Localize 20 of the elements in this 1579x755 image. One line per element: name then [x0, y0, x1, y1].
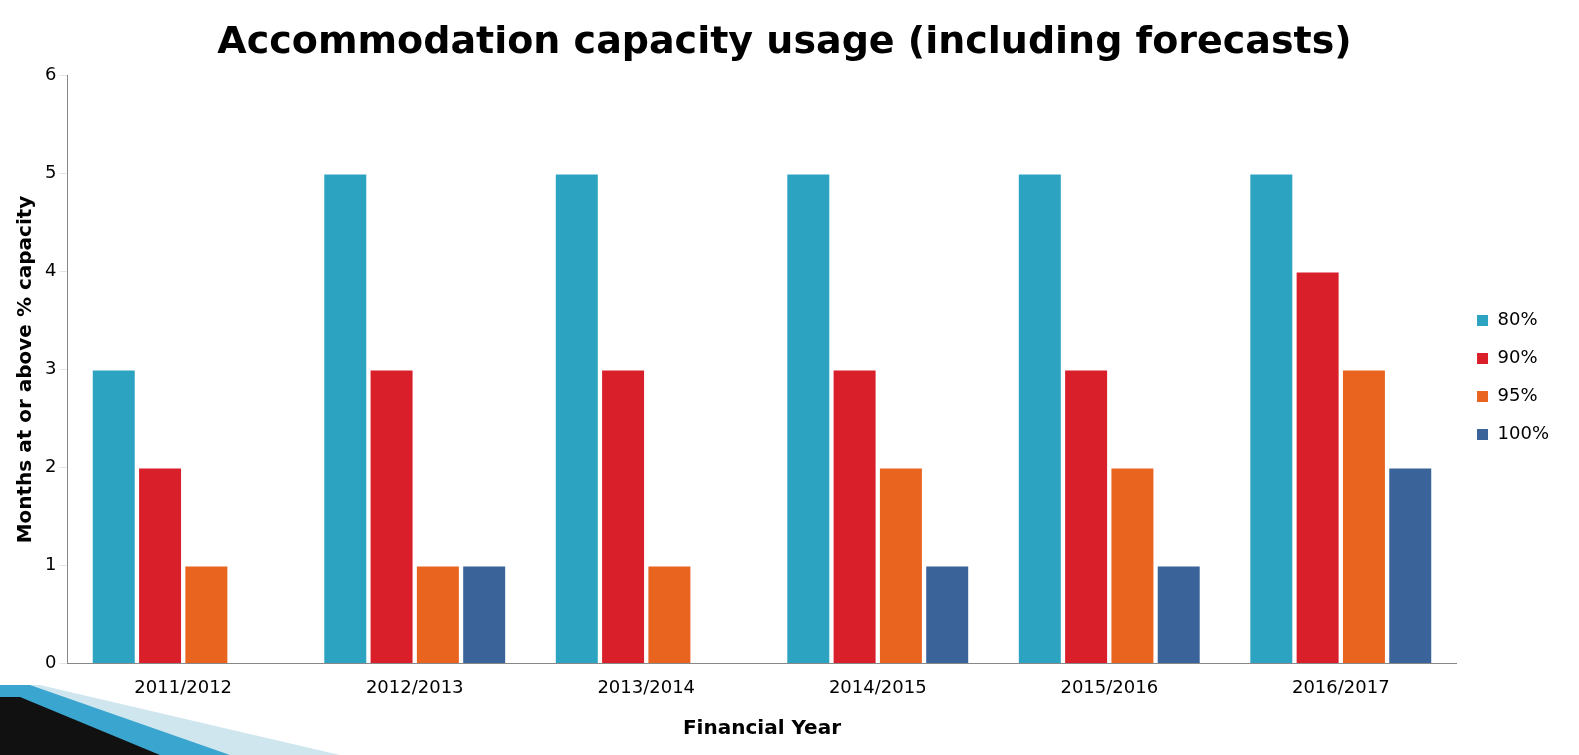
x-tick-label: 2012/2013	[365, 675, 464, 697]
x-tick-label: 2014/2015	[828, 675, 927, 697]
legend-label: 90%	[1497, 346, 1538, 368]
x-tick-label: 2011/2012	[134, 675, 233, 697]
y-tick-label: 0	[45, 651, 57, 673]
y-tick-label: 4	[45, 259, 57, 281]
chart-title: Accommodation capacity usage (including forecasts)	[217, 17, 1352, 62]
y-axis-title: Months at or above % capacity	[12, 195, 37, 544]
y-tick-label: 6	[45, 63, 57, 85]
legend-label: 80%	[1497, 308, 1538, 330]
legend-label: 95%	[1497, 384, 1538, 406]
x-tick-label: 2013/2014	[597, 675, 696, 697]
y-tick-label: 1	[45, 553, 57, 575]
legend-label: 100%	[1497, 422, 1550, 444]
y-tick-label: 5	[45, 161, 57, 183]
y-tick-label: 2	[45, 455, 57, 477]
x-tick-label: 2016/2017	[1291, 675, 1390, 697]
y-tick-label: 3	[45, 357, 57, 379]
x-tick-label: 2015/2016	[1060, 675, 1159, 697]
x-axis-title: Financial Year	[682, 715, 842, 740]
